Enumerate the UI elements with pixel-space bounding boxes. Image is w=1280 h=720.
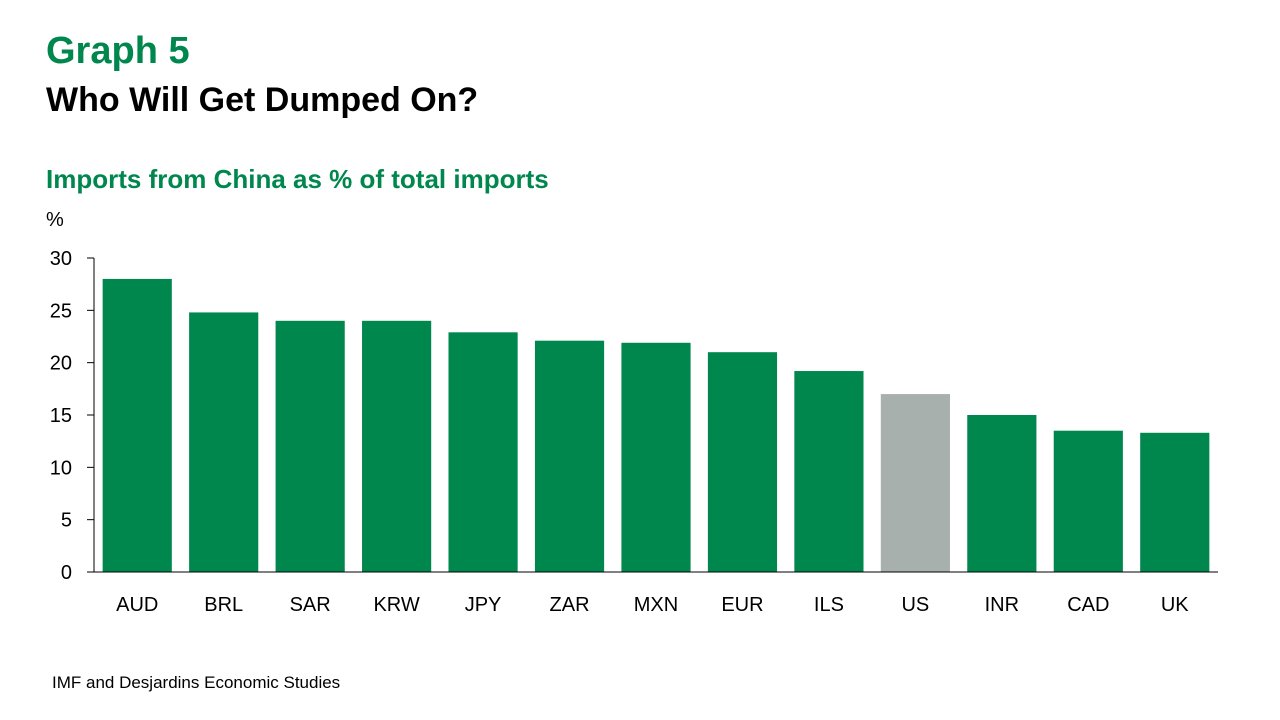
bars: [102, 278, 1210, 572]
bar-jpy: [448, 332, 518, 572]
bar-ils: [794, 371, 864, 572]
y-tick-label: 25: [50, 300, 72, 322]
x-tick-label-jpy: JPY: [465, 594, 502, 616]
x-tick-label-brl: BRL: [204, 594, 243, 616]
bar-cad: [1053, 430, 1123, 572]
x-tick-label-inr: INR: [985, 594, 1019, 616]
source-note: IMF and Desjardins Economic Studies: [52, 673, 341, 692]
bar-us: [880, 394, 950, 572]
bar-eur: [707, 352, 778, 572]
x-tick-label-us: US: [901, 594, 929, 616]
y-tick-label: 30: [50, 248, 72, 270]
graph-label: Graph 5: [46, 30, 190, 72]
y-tick-label: 10: [50, 457, 72, 479]
x-tick-label-krw: KRW: [373, 594, 419, 616]
x-tick-label-mxn: MXN: [634, 594, 678, 616]
y-tick-label: 15: [50, 405, 72, 427]
bar-inr: [967, 415, 1037, 572]
y-axis-ticks: 0 5 10 15 20 25 30: [50, 248, 94, 584]
y-tick-label: 20: [50, 353, 72, 375]
y-axis-label: %: [46, 209, 64, 231]
bar-sar: [275, 320, 345, 572]
x-axis-labels: AUD BRL SAR KRW JPY ZAR MXN EUR ILS US INR CAD UK: [116, 594, 1189, 616]
chart-title: Imports from China as % of total imports: [46, 164, 549, 194]
bar-zar: [534, 340, 605, 572]
x-tick-label-aud: AUD: [116, 594, 158, 616]
bar-krw: [362, 320, 432, 572]
bar-aud: [102, 278, 172, 572]
bar-brl: [189, 312, 259, 572]
x-tick-label-sar: SAR: [290, 594, 331, 616]
x-tick-label-eur: EUR: [721, 594, 763, 616]
bar-uk: [1140, 432, 1210, 572]
page-title: Who Will Get Dumped On?: [46, 81, 479, 119]
x-tick-label-uk: UK: [1161, 594, 1189, 616]
y-tick-label: 0: [61, 562, 72, 584]
x-tick-label-zar: ZAR: [550, 594, 590, 616]
bar-mxn: [621, 342, 691, 572]
x-tick-label-ils: ILS: [814, 594, 844, 616]
y-tick-label: 5: [61, 510, 72, 532]
x-tick-label-cad: CAD: [1067, 594, 1109, 616]
